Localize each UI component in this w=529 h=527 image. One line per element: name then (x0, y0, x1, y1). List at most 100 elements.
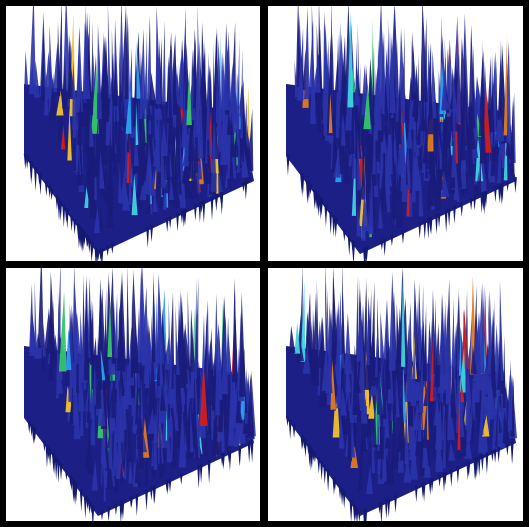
surface-edge (320, 461, 323, 480)
surface-spike (498, 54, 501, 119)
surface-edge (485, 453, 488, 475)
surface-panel (6, 268, 260, 521)
surface-edge (506, 443, 509, 456)
surface-edge (286, 155, 289, 176)
surface-edge (470, 198, 473, 210)
surface-spike (24, 51, 28, 86)
surface-edge (289, 420, 292, 440)
surface-edge (166, 218, 169, 233)
surface-edge (150, 225, 153, 242)
surface-edge (358, 511, 361, 521)
surface-edge (514, 177, 517, 193)
surface-panel (268, 268, 523, 521)
surface-edge (200, 464, 203, 484)
surface-panel (268, 6, 523, 261)
surface-edge (215, 195, 218, 212)
surface-edge (34, 167, 37, 191)
surface-edge (28, 421, 31, 434)
surface-edge (427, 218, 430, 239)
surface-edge (348, 236, 351, 256)
surface-spike (468, 25, 475, 129)
surface-edge (473, 196, 476, 210)
surface-edge (73, 219, 76, 234)
surface-edge (55, 457, 58, 480)
surface-edge (438, 475, 441, 487)
surface-edge (176, 213, 179, 232)
surface-edge (211, 197, 214, 221)
surface-edge (107, 507, 110, 521)
surface-edge (497, 447, 500, 463)
surface-edge (506, 181, 509, 191)
surface-edge (394, 495, 397, 513)
surface-edge (418, 222, 421, 239)
surface-edge (438, 213, 441, 228)
surface-spike (76, 26, 83, 112)
surface-edge (491, 450, 494, 462)
surface-edge (383, 238, 386, 256)
surface-spike (80, 310, 83, 356)
surface-edge (106, 245, 109, 256)
surface-edge (435, 214, 438, 234)
surface-edge (456, 466, 459, 483)
surface-edge (390, 235, 393, 246)
surface-spike (304, 7, 310, 99)
surface-spike (289, 326, 295, 353)
surface-spike (38, 268, 44, 348)
surface-edge (242, 182, 245, 192)
surface-spike (108, 6, 111, 98)
surface-edge (511, 441, 514, 464)
surface-edge (80, 490, 83, 512)
surface-edge (180, 473, 183, 485)
surface-spike (144, 32, 147, 109)
surface-edge (150, 487, 153, 500)
surface-edge (198, 202, 201, 222)
surface-edge (401, 230, 404, 244)
surface-edge (145, 489, 148, 511)
surface-spike (156, 6, 162, 104)
surface-edge (114, 504, 117, 516)
surface-edge (329, 211, 332, 235)
surface-edge (494, 187, 497, 203)
surface-edge (248, 441, 251, 463)
surface-edge (202, 200, 205, 223)
surface-edge (323, 465, 326, 484)
surface-edge (343, 491, 346, 508)
surface-edge (324, 205, 327, 227)
surface-spike (240, 50, 243, 139)
surface-spike (162, 20, 165, 105)
surface-edge (60, 463, 63, 480)
surface-edge (100, 510, 103, 520)
surface-spike (91, 21, 94, 115)
surface-edge (84, 495, 87, 518)
surface-spike (380, 311, 384, 358)
surface-edge (327, 470, 330, 492)
surface-edge (45, 182, 48, 197)
surface-edge (169, 216, 172, 228)
surface-edge (429, 479, 432, 495)
surface-spike (29, 284, 34, 352)
surface-edge (450, 469, 453, 486)
surface-spike (342, 268, 344, 354)
surface-edge (111, 243, 114, 254)
surface-edge (135, 494, 138, 516)
surface-edge (50, 189, 53, 201)
surface-edge (317, 457, 320, 473)
surface-edge (341, 488, 344, 505)
surface-edge (460, 202, 463, 217)
surface-edge (70, 215, 73, 231)
surface-spike (232, 278, 237, 382)
figure-grid (0, 0, 529, 527)
surface-edge (481, 455, 484, 472)
surface-edge (445, 210, 448, 233)
surface-edge (343, 229, 346, 241)
surface-edge (194, 204, 197, 221)
surface-edge (387, 499, 390, 518)
surface-edge (380, 240, 383, 250)
surface-edge (39, 174, 42, 196)
surface-edge (244, 181, 247, 200)
surface-edge (453, 206, 456, 224)
surface-panel (6, 6, 260, 261)
surface-edge (208, 460, 211, 484)
surface-edge (146, 227, 149, 248)
surface-edge (293, 425, 296, 439)
